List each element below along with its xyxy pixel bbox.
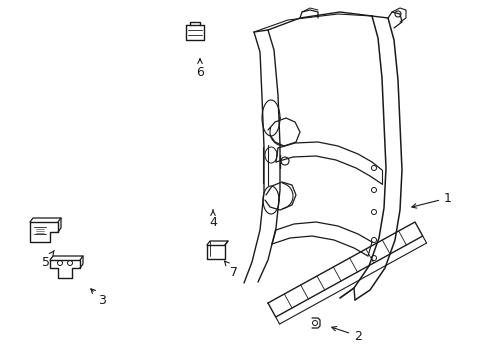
Text: 6: 6 <box>196 59 203 78</box>
Text: 4: 4 <box>209 210 217 229</box>
Text: 5: 5 <box>42 251 54 269</box>
Text: 1: 1 <box>411 192 451 208</box>
Text: 3: 3 <box>91 289 106 306</box>
Text: 7: 7 <box>224 261 238 279</box>
Text: 2: 2 <box>331 327 361 342</box>
